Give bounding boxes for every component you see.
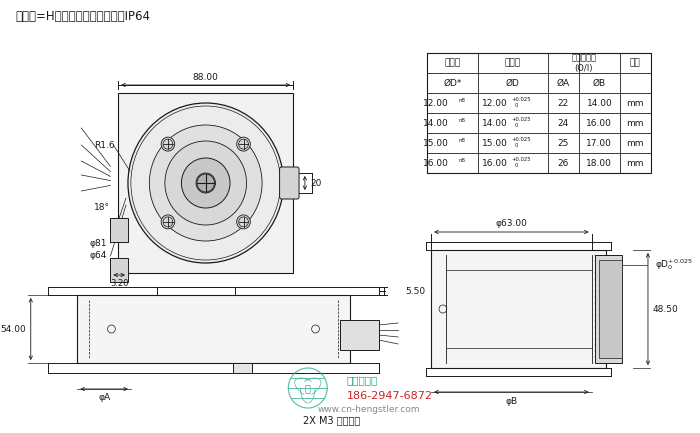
Bar	[340, 320, 379, 350]
Text: 14.00: 14.00	[587, 98, 612, 107]
Circle shape	[237, 215, 251, 229]
Text: mm: mm	[626, 119, 644, 127]
Text: 25: 25	[558, 139, 569, 148]
Text: 14.00: 14.00	[482, 119, 508, 127]
Text: n8: n8	[458, 117, 466, 123]
Circle shape	[161, 137, 175, 151]
Circle shape	[165, 141, 246, 225]
Text: 17.00: 17.00	[587, 139, 612, 148]
Bar	[431, 250, 606, 368]
Text: φ63.00: φ63.00	[496, 220, 527, 229]
Text: mm: mm	[626, 98, 644, 107]
Text: φD$_0^{+0.025}$: φD$_0^{+0.025}$	[654, 258, 692, 272]
Text: 16.00: 16.00	[482, 158, 508, 168]
Text: φ81: φ81	[89, 239, 106, 248]
Text: 88.00: 88.00	[193, 72, 218, 81]
Text: 15.00: 15.00	[423, 139, 449, 148]
Polygon shape	[111, 258, 128, 282]
Text: 26: 26	[558, 158, 569, 168]
Text: 12.00: 12.00	[482, 98, 508, 107]
Bar	[427, 53, 651, 173]
Text: 0: 0	[515, 163, 519, 168]
Text: 空心轴: 空心轴	[505, 58, 521, 68]
Text: n8: n8	[458, 138, 466, 142]
Text: R1.6: R1.6	[94, 140, 115, 149]
Text: 0: 0	[515, 123, 519, 128]
Text: 德: 德	[304, 383, 311, 393]
Text: 夹紧环外径
(O/I): 夹紧环外径 (O/I)	[571, 53, 596, 73]
Text: φA: φA	[98, 394, 110, 403]
Text: 15.00: 15.00	[482, 139, 508, 148]
Text: 0: 0	[515, 103, 519, 108]
Text: φB: φB	[505, 397, 517, 405]
Text: 单位: 单位	[630, 58, 640, 68]
Text: +0.025: +0.025	[512, 97, 531, 102]
Text: ØD*: ØD*	[443, 78, 462, 87]
Text: 3.20: 3.20	[110, 278, 129, 288]
Text: +0.025: +0.025	[512, 137, 531, 142]
Bar	[599, 260, 622, 358]
Text: 18°: 18°	[94, 204, 110, 213]
Text: +0.025: +0.025	[512, 157, 531, 162]
Text: 匹配轴: 匹配轴	[444, 58, 461, 68]
Bar	[78, 295, 349, 363]
Text: ØD: ØD	[506, 78, 520, 87]
FancyBboxPatch shape	[279, 167, 299, 199]
Text: 轴安装=H：通孔轴，后夹紧环；IP64: 轴安装=H：通孔轴，后夹紧环；IP64	[15, 10, 150, 23]
Text: 22: 22	[558, 98, 569, 107]
Circle shape	[161, 215, 175, 229]
Text: φ64: φ64	[89, 252, 106, 261]
Text: 西安德伽拓: 西安德伽拓	[346, 375, 378, 385]
Text: +0.025: +0.025	[512, 117, 531, 122]
Bar	[594, 255, 622, 363]
Text: 5.50: 5.50	[405, 287, 425, 295]
Circle shape	[128, 103, 284, 263]
Text: 0: 0	[515, 143, 519, 148]
Polygon shape	[111, 218, 128, 242]
Bar	[233, 363, 253, 373]
Circle shape	[237, 137, 251, 151]
Text: 16.00: 16.00	[423, 158, 449, 168]
Text: ØA: ØA	[556, 78, 570, 87]
Text: 18.00: 18.00	[587, 158, 612, 168]
Circle shape	[196, 173, 216, 193]
Text: 20: 20	[310, 178, 321, 187]
Text: 16.00: 16.00	[587, 119, 612, 127]
Text: n8: n8	[458, 97, 466, 103]
Text: 12.00: 12.00	[423, 98, 449, 107]
Text: 14.00: 14.00	[423, 119, 449, 127]
Text: 2X M3 固定螺钉: 2X M3 固定螺钉	[304, 415, 360, 425]
Circle shape	[181, 158, 230, 208]
Text: mm: mm	[626, 139, 644, 148]
Text: ØB: ØB	[593, 78, 606, 87]
Text: mm: mm	[626, 158, 644, 168]
Text: n8: n8	[458, 158, 466, 162]
Text: www.cn-hengstler.com: www.cn-hengstler.com	[318, 405, 420, 414]
Text: 48.50: 48.50	[652, 304, 678, 313]
Text: 54.00: 54.00	[1, 324, 26, 333]
Text: 24: 24	[558, 119, 569, 127]
Text: 186-2947-6872: 186-2947-6872	[346, 391, 433, 401]
Bar	[118, 93, 293, 273]
Circle shape	[149, 125, 262, 241]
